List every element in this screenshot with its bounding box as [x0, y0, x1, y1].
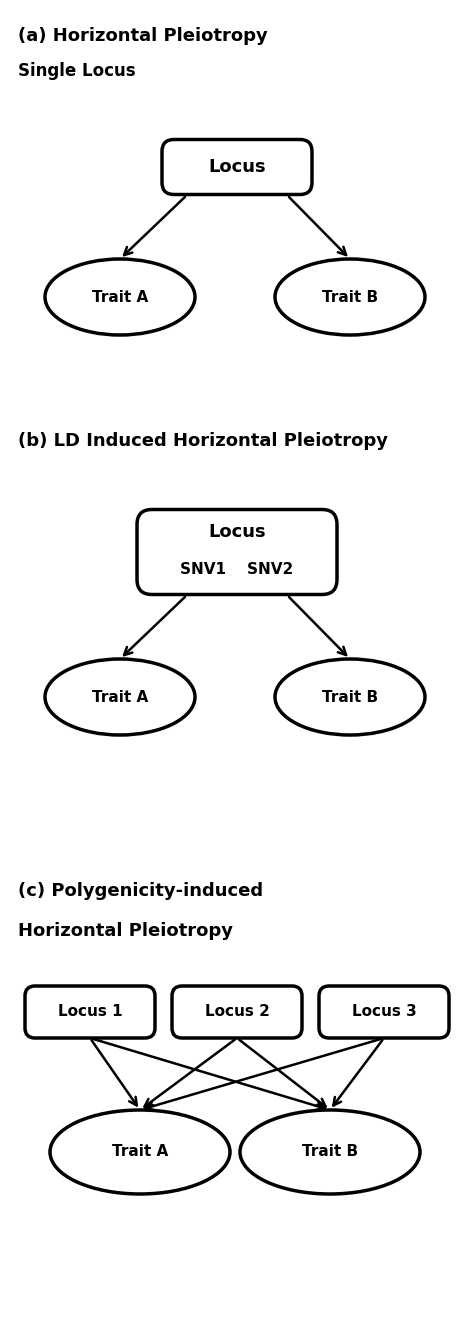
Text: Trait A: Trait A — [112, 1144, 168, 1159]
Text: Locus: Locus — [208, 158, 266, 176]
Ellipse shape — [240, 1110, 420, 1195]
Text: Trait B: Trait B — [302, 1144, 358, 1159]
Text: Single Locus: Single Locus — [18, 62, 136, 80]
Text: Locus 1: Locus 1 — [58, 1005, 122, 1019]
Ellipse shape — [275, 259, 425, 335]
FancyBboxPatch shape — [319, 986, 449, 1038]
Text: (b) LD Induced Horizontal Pleiotropy: (b) LD Induced Horizontal Pleiotropy — [18, 432, 388, 450]
Text: (c) Polygenicity-induced: (c) Polygenicity-induced — [18, 882, 263, 900]
FancyBboxPatch shape — [162, 140, 312, 195]
Text: Trait A: Trait A — [92, 690, 148, 705]
Ellipse shape — [45, 259, 195, 335]
Ellipse shape — [50, 1110, 230, 1195]
FancyBboxPatch shape — [25, 986, 155, 1038]
Text: Trait B: Trait B — [322, 290, 378, 304]
FancyBboxPatch shape — [137, 510, 337, 594]
Text: Locus: Locus — [208, 523, 266, 541]
Text: Locus 3: Locus 3 — [352, 1005, 416, 1019]
Text: Trait A: Trait A — [92, 290, 148, 304]
Ellipse shape — [45, 658, 195, 735]
Text: SNV1    SNV2: SNV1 SNV2 — [181, 562, 293, 577]
Ellipse shape — [275, 658, 425, 735]
Text: Trait B: Trait B — [322, 690, 378, 705]
Text: Horizontal Pleiotropy: Horizontal Pleiotropy — [18, 922, 233, 940]
FancyBboxPatch shape — [172, 986, 302, 1038]
Text: (a) Horizontal Pleiotropy: (a) Horizontal Pleiotropy — [18, 28, 268, 45]
Text: Locus 2: Locus 2 — [205, 1005, 269, 1019]
